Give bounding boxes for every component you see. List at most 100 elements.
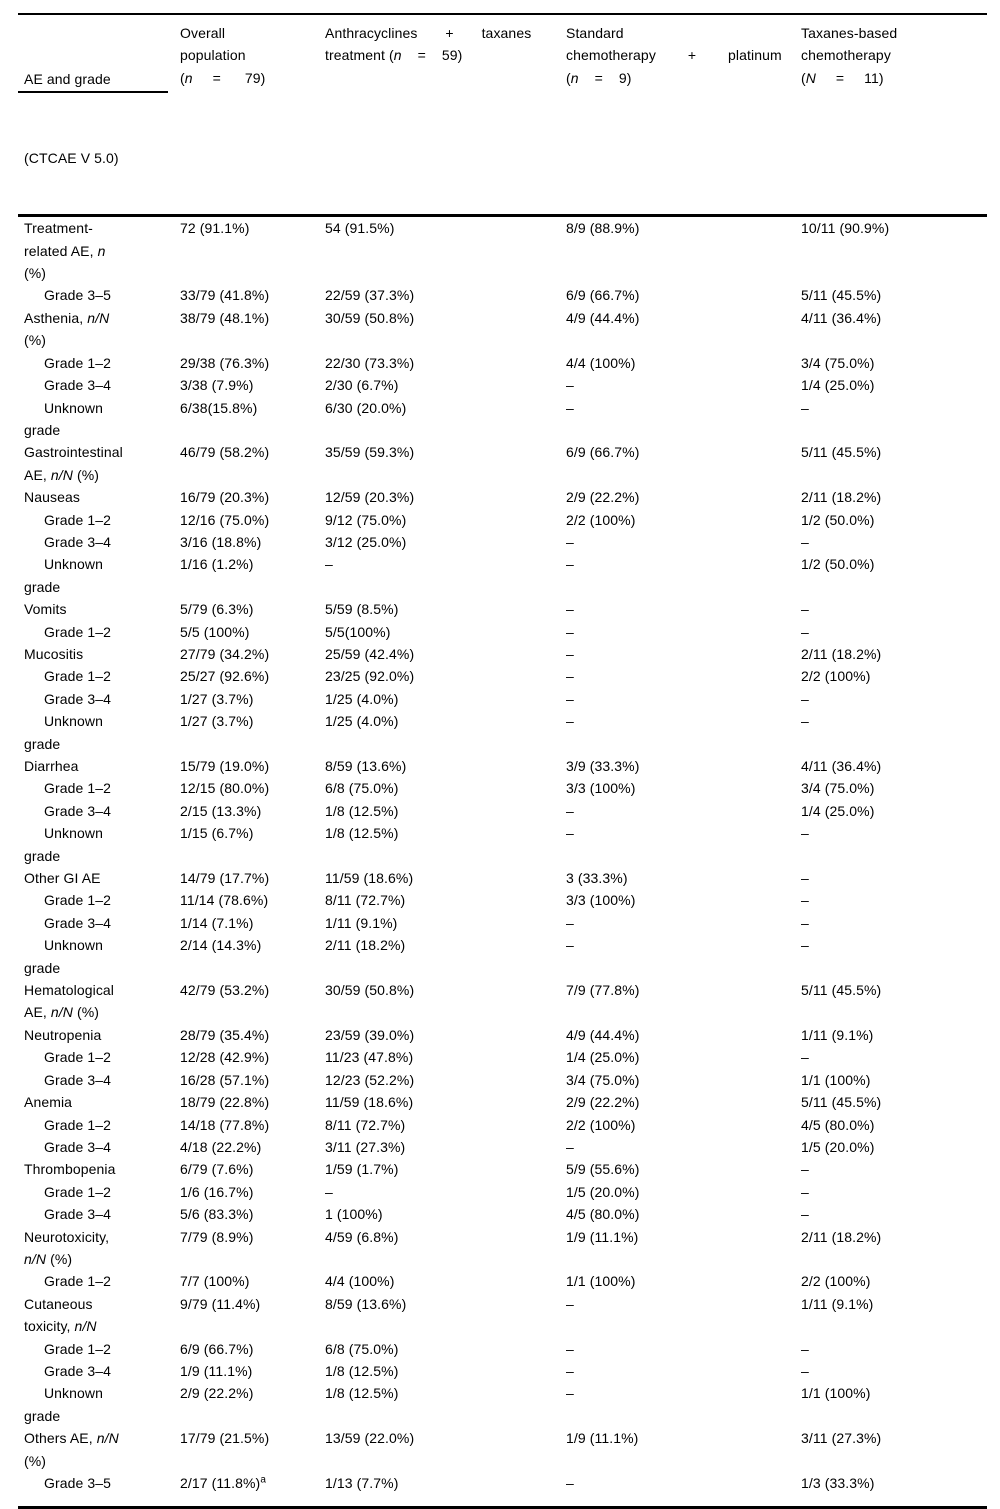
row-label: Grade 3–4 (24, 690, 112, 707)
cell-standard-chemo-platinum: – (566, 914, 574, 931)
table-row: Unknown grade 1/27 (3.7%) 1/25 (4.0%) – – (18, 710, 987, 755)
cell-standard-chemo-platinum: 4/5 (80.0%) (566, 1206, 640, 1223)
row-label: Unknown grade (24, 1385, 104, 1424)
table-row: Thrombopenia 6/79 (7.6%) 1/59 (1.7%) 5/9… (18, 1158, 987, 1180)
table-row: Others AE, n/N (%) 17/79 (21.5%) 13/59 (2… (18, 1427, 987, 1472)
cell-anthracyclines-taxanes: 6/30 (20.0%) (325, 399, 407, 416)
cell-standard-chemo-platinum: – (566, 623, 574, 640)
cell-taxanes-based-chemo: – (801, 713, 809, 730)
table-row: Grade 3–5 2/17 (11.8%)a 1/13 (7.7%) – 1/… (18, 1472, 987, 1508)
row-label: Others AE, n/N (%) (24, 1430, 119, 1469)
cell-anthracyclines-taxanes: 4/59 (6.8%) (325, 1228, 399, 1245)
cell-taxanes-based-chemo: – (801, 1340, 809, 1357)
cell-anthracyclines-taxanes: 2/11 (18.2%) (325, 937, 406, 954)
row-label: Vomits (24, 601, 67, 618)
table-row: Grade 3–4 3/38 (7.9%) 2/30 (6.7%) – 1/4 … (18, 374, 987, 396)
cell-overall-population: 72 (91.1%) (180, 220, 250, 237)
table-row: Grade 3–4 2/15 (13.3%) 1/8 (12.5%) – 1/4… (18, 800, 987, 822)
cell-overall-population: 18/79 (22.8%) (180, 1094, 270, 1111)
cell-taxanes-based-chemo: 10/11 (90.9%) (801, 220, 890, 237)
row-label: Grade 1–2 (24, 623, 112, 640)
cell-anthracyclines-taxanes: 30/59 (50.8%) (325, 982, 415, 999)
cell-overall-population: 27/79 (34.2%) (180, 645, 270, 662)
cell-overall-population: 2/9 (22.2%) (180, 1385, 254, 1402)
row-label: Grade 1–2 (24, 511, 112, 528)
table-row: Grade 3–4 4/18 (22.2%) 3/11 (27.3%) – 1/… (18, 1136, 987, 1158)
cell-overall-population: 12/15 (80.0%) (180, 780, 270, 797)
cell-overall-population: 15/79 (19.0%) (180, 758, 270, 774)
table-row: Grade 3–5 33/79 (41.8%) 22/59 (37.3%) 6/… (18, 284, 987, 306)
table-row: Unknown grade 2/9 (22.2%) 1/8 (12.5%) – 1… (18, 1382, 987, 1427)
cell-anthracyclines-taxanes: 5/5(100%) (325, 623, 391, 640)
cell-taxanes-based-chemo: 1/4 (25.0%) (801, 377, 875, 394)
cell-overall-population: 16/79 (20.3%) (180, 489, 270, 506)
table-row: Mucositis 27/79 (34.2%) 25/59 (42.4%) – … (18, 643, 987, 665)
cell-taxanes-based-chemo: 5/11 (45.5%) (801, 444, 882, 461)
cell-anthracyclines-taxanes: 35/59 (59.3%) (325, 444, 415, 461)
cell-taxanes-based-chemo: 2/2 (100%) (801, 1273, 871, 1290)
cell-anthracyclines-taxanes: 5/59 (8.5%) (325, 601, 399, 618)
cell-standard-chemo-platinum: 1/1 (100%) (566, 1273, 636, 1290)
cell-overall-population: 25/27 (92.6%) (180, 668, 270, 685)
cell-standard-chemo-platinum: – (566, 556, 574, 573)
cell-anthracyclines-taxanes: 1/8 (12.5%) (325, 1385, 399, 1402)
table-row: Unknown grade 1/16 (1.2%) – – 1/2 (50.0%) (18, 553, 987, 598)
cell-overall-population: 1/27 (3.7%) (180, 713, 254, 730)
table-row: Neutropenia 28/79 (35.4%) 23/59 (39.0%) … (18, 1024, 987, 1046)
table-row: Grade 3–4 1/27 (3.7%) 1/25 (4.0%) – – (18, 688, 987, 710)
cell-overall-population: 5/6 (83.3%) (180, 1206, 254, 1223)
cell-taxanes-based-chemo: 1/1 (100%) (801, 1385, 871, 1402)
row-label: Grade 1–2 (24, 1183, 112, 1200)
table-row: Grade 1–2 12/28 (42.9%) 11/23 (47.8%) 1/… (18, 1046, 987, 1068)
cell-taxanes-based-chemo: 1/3 (33.3%) (801, 1475, 875, 1491)
cell-overall-population: 6/9 (66.7%) (180, 1340, 254, 1357)
row-label: Grade 1–2 (24, 668, 112, 685)
cell-taxanes-based-chemo: 5/11 (45.5%) (801, 1094, 882, 1111)
table-row: Unknown grade 1/15 (6.7%) 1/8 (12.5%) – – (18, 822, 987, 867)
cell-taxanes-based-chemo: – (801, 533, 809, 550)
row-label: Grade 1–2 (24, 1340, 112, 1357)
table-row: Grade 1–2 25/27 (92.6%) 23/25 (92.0%) – … (18, 665, 987, 687)
cell-overall-population: 3/38 (7.9%) (180, 377, 254, 394)
row-label: Cutaneous toxicity, n/N (24, 1295, 97, 1335)
cell-standard-chemo-platinum: 4/9 (44.4%) (566, 309, 640, 326)
row-label: Mucositis (24, 645, 84, 662)
cell-standard-chemo-platinum: – (566, 1138, 574, 1155)
cell-taxanes-based-chemo: 4/5 (80.0%) (801, 1116, 875, 1133)
cell-anthracyclines-taxanes: 1 (100%) (325, 1206, 383, 1223)
table-row: Gastrointestinal AE, n/N (%) 46/79 (58.2%… (18, 441, 987, 486)
cell-overall-population: 11/14 (78.6%) (180, 892, 269, 909)
cell-anthracyclines-taxanes: 8/11 (72.7%) (325, 1116, 406, 1133)
cell-taxanes-based-chemo: – (801, 892, 809, 909)
cell-overall-population: 12/28 (42.9%) (180, 1049, 270, 1066)
cell-taxanes-based-chemo: 1/5 (20.0%) (801, 1138, 875, 1155)
cell-anthracyclines-taxanes: 4/4 (100%) (325, 1273, 395, 1290)
row-label: Anemia (24, 1094, 73, 1111)
col-header-standard-chemo-platinum: Standard chemotherapy + platinum (n = 9) (566, 25, 782, 86)
cell-taxanes-based-chemo: – (801, 1362, 809, 1379)
row-label: Asthenia, n/N (%) (24, 309, 110, 349)
cell-standard-chemo-platinum: – (566, 937, 574, 954)
cell-standard-chemo-platinum: 3/4 (75.0%) (566, 1071, 640, 1088)
cell-standard-chemo-platinum: 2/9 (22.2%) (566, 489, 640, 506)
cell-standard-chemo-platinum: 6/9 (66.7%) (566, 287, 640, 304)
table-row: Asthenia, n/N (%) 38/79 (48.1%) 30/59 (50… (18, 307, 987, 352)
header-row: AE and grade (CTCAE V 5.0) Overall popula… (18, 14, 987, 216)
cell-anthracyclines-taxanes: 8/59 (13.6%) (325, 1295, 407, 1312)
table-row: Grade 3–4 1/9 (11.1%) 1/8 (12.5%) – – (18, 1360, 987, 1382)
cell-anthracyclines-taxanes: 1/25 (4.0%) (325, 713, 399, 730)
cell-overall-population: 2/15 (13.3%) (180, 802, 262, 819)
cell-overall-population: 7/7 (100%) (180, 1273, 250, 1290)
col-header-ae-grade-title: AE and grade (18, 60, 168, 94)
table-row: Grade 3–4 3/16 (18.8%) 3/12 (25.0%) – – (18, 531, 987, 553)
row-label: Grade 3–4 (24, 1138, 112, 1155)
cell-anthracyclines-taxanes: 1/13 (7.7%) (325, 1475, 399, 1491)
cell-taxanes-based-chemo: 4/11 (36.4%) (801, 758, 882, 774)
row-label: Grade 3–4 (24, 1362, 112, 1379)
cell-taxanes-based-chemo: 2/2 (100%) (801, 668, 871, 685)
cell-standard-chemo-platinum: – (566, 1385, 574, 1402)
table-row: Grade 1–2 7/7 (100%) 4/4 (100%) 1/1 (100… (18, 1270, 987, 1292)
row-label: Grade 1–2 (24, 892, 112, 909)
cell-taxanes-based-chemo: 1/11 (9.1%) (801, 1026, 874, 1043)
cell-standard-chemo-platinum: – (566, 668, 574, 685)
